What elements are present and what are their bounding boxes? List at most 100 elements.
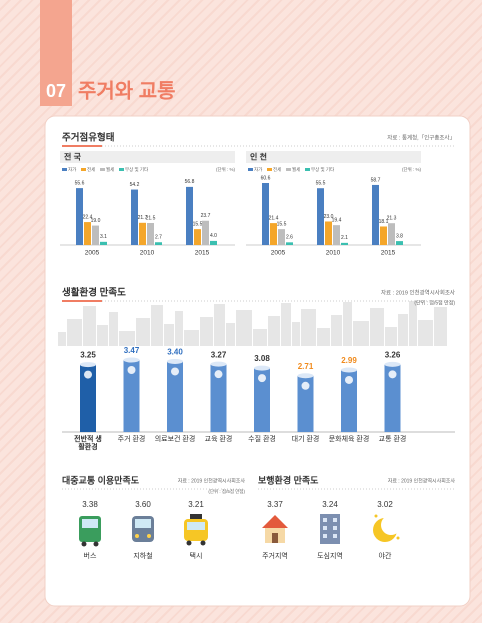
bar [139,222,146,245]
building [385,327,397,346]
bar [210,240,217,245]
legend-label: 자가 [254,166,262,173]
subway-icon [132,516,154,542]
building [281,303,291,346]
value-label: 23.7 [201,213,211,219]
category-label: 지하철 [133,551,152,560]
value-label: 3.37 [267,500,283,509]
bar [262,183,269,245]
x-tick-label: 2015 [381,250,396,257]
value-label: 3.60 [135,500,151,509]
unit-note: (단위 : %) [402,166,422,173]
building [164,324,174,346]
legend-swatch [81,168,86,171]
value-label: 3.21 [188,500,204,509]
legend-label: 전세 [273,166,281,173]
bar-cap [123,357,140,363]
x-tick-label: 대기 환경 [291,436,320,443]
bar [270,223,277,245]
bar [286,242,293,245]
value-label: 19.0 [91,218,101,224]
category-label: 버스 [84,551,97,560]
bar [396,241,403,245]
bar-badge [84,370,92,379]
value-label: 21.3 [387,216,397,222]
building [151,305,163,346]
bar [317,188,324,245]
bar [100,241,107,245]
unit-note: (단위 : 점/5점 만점) [208,488,245,495]
source-note: 자료 : 통계청,「인구총조사」 [387,133,455,141]
legend-swatch [305,168,310,171]
x-tick-label: 2005 [85,250,100,257]
skyline [58,301,447,346]
bar [325,221,332,245]
value-label: 4.0 [210,233,217,239]
taxi-icon [184,514,208,546]
source-note: 자료 : 2019 인천광역시사회조사 [381,288,455,296]
building [214,304,225,346]
value-label: 58.7 [371,177,381,183]
bar [194,229,201,245]
x-tick-label: 문화체육 환경 [328,436,370,443]
value-label: 15.5 [193,221,203,227]
category-label: 도심지역 [317,551,343,560]
bar [297,375,314,432]
building [83,306,96,346]
building [136,318,150,346]
bar [278,229,285,245]
bar [380,226,387,245]
legend-swatch [286,168,291,171]
building [253,329,267,346]
value-label: 21.4 [269,215,279,221]
building [119,331,135,346]
category-label: 택시 [190,551,203,560]
section-number: 07 [46,81,66,101]
x-tick-label: 2015 [195,250,210,257]
bar [123,360,140,432]
panel-heading: 전 국 [64,152,82,162]
value-label: 2.1 [341,235,348,241]
bar-cap [80,362,96,368]
bar [372,184,379,245]
building [58,332,66,346]
value-label: 3.8 [396,233,403,239]
bus-icon [79,516,101,547]
building [370,308,384,346]
bar [341,242,348,245]
bar-cap [167,358,183,364]
bar [254,368,270,432]
header-tab [40,0,72,106]
bar [76,188,83,245]
building [409,301,417,346]
building [236,310,252,346]
value-label: 54.2 [130,182,140,188]
value-label: 3.38 [82,500,98,509]
building [175,311,183,346]
source-note: 자료 : 2019 인천광역시사회조사 [388,477,456,484]
panel-heading: 인 천 [250,152,267,162]
x-tick-label: 2010 [326,250,341,257]
bar-badge [258,374,266,383]
building [97,325,108,346]
value-label: 3.08 [254,354,270,363]
value-label: 55.6 [75,180,85,186]
x-tick-label: 교통 환경 [378,436,407,443]
building [109,312,118,346]
bar [131,189,138,245]
building-icon [320,514,340,544]
legend-swatch [62,168,67,171]
bar [186,186,193,245]
bar-badge [127,366,136,374]
bar [202,220,209,245]
bar-badge [388,370,397,379]
value-label: 3.27 [211,350,227,359]
category-label: 야간 [379,551,392,560]
value-label: 2.71 [298,362,314,371]
section-heading: 주거점유형태 [62,132,114,144]
value-label: 15.5 [277,221,287,227]
value-label: 21.5 [146,215,156,221]
x-tick-label: 전반적 생활환경 [74,436,102,451]
value-label: 2.99 [341,356,357,365]
